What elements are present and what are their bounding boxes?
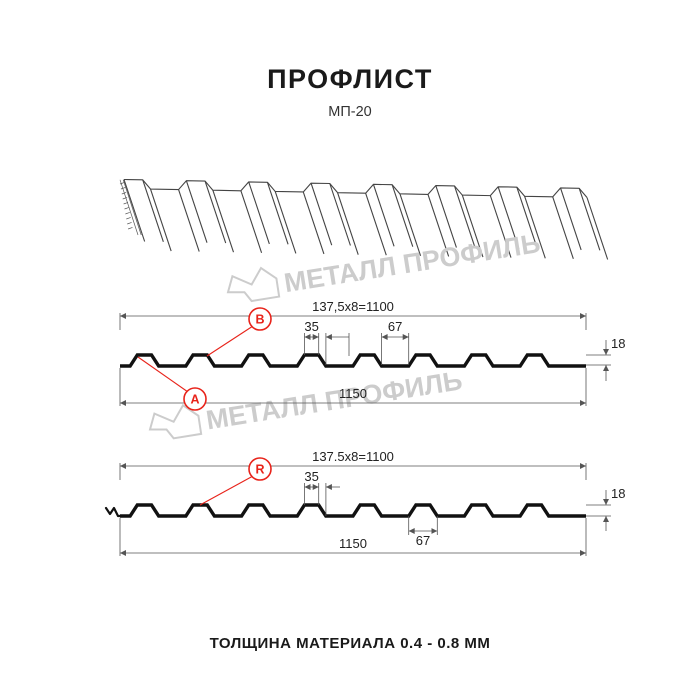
svg-text:1150: 1150 (339, 536, 367, 551)
svg-text:137,5x8=1100: 137,5x8=1100 (312, 299, 394, 314)
svg-text:МП-20: МП-20 (328, 104, 371, 120)
svg-text:B: B (255, 313, 264, 327)
svg-text:67: 67 (416, 533, 430, 548)
svg-text:18: 18 (611, 486, 625, 501)
svg-text:67: 67 (388, 319, 402, 334)
svg-text:A: A (190, 393, 199, 407)
svg-text:R: R (255, 463, 264, 477)
svg-text:1150: 1150 (339, 386, 367, 401)
svg-text:35: 35 (304, 469, 318, 484)
svg-text:ПРОФЛИСТ: ПРОФЛИСТ (267, 64, 433, 94)
svg-text:18: 18 (611, 336, 625, 351)
svg-text:137.5x8=1100: 137.5x8=1100 (312, 449, 394, 464)
svg-text:35: 35 (304, 319, 318, 334)
svg-text:ТОЛЩИНА МАТЕРИАЛА 0.4 - 0.8 ММ: ТОЛЩИНА МАТЕРИАЛА 0.4 - 0.8 ММ (210, 635, 491, 652)
